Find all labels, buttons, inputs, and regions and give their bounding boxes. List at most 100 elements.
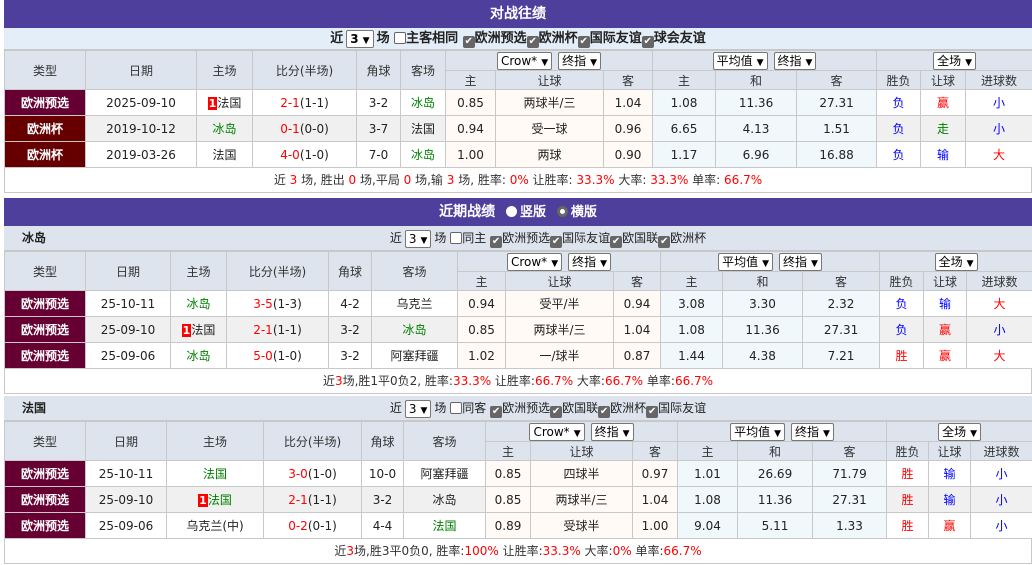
league-checkbox[interactable]: ✔ xyxy=(658,236,671,248)
home-team[interactable]: 法国 xyxy=(166,460,264,487)
away-team[interactable]: 冰岛 xyxy=(400,89,446,116)
home-team[interactable]: 1法国 xyxy=(166,486,264,513)
same-venue-checkbox[interactable] xyxy=(450,232,463,244)
away-team[interactable]: 冰岛 xyxy=(371,316,458,343)
company-select[interactable]: Crow* ▼ xyxy=(529,422,585,441)
away-team[interactable]: 法国 xyxy=(400,115,446,142)
away-odds: 1.00 xyxy=(631,512,679,539)
period-select[interactable]: 全场 ▼ xyxy=(938,422,982,441)
score[interactable]: 3-5(1-3) xyxy=(226,290,329,317)
away-team[interactable]: 阿塞拜疆 xyxy=(403,460,486,487)
home-team[interactable]: 冰岛 xyxy=(196,115,253,142)
league-checkbox[interactable]: ✔ xyxy=(490,236,503,248)
over-under-result: 小 xyxy=(965,115,1032,142)
home-team-name: 法国 xyxy=(217,96,242,110)
company-select[interactable]: Crow* ▼ xyxy=(496,51,553,70)
over-under-result: 大 xyxy=(966,290,1032,317)
euro-type-select[interactable]: 终指 ▼ xyxy=(779,252,822,271)
h2h-section: 对战往绩 近 3 ▼ 场 主客相同 ✔ 欧洲预选 ✔ 欧洲杯 ✔ 国际友谊 ✔ 球会友谊 类型 日期主… xyxy=(4,0,1032,193)
league-checkbox[interactable]: ✔ xyxy=(577,36,590,48)
chevron-down-icon: ▼ xyxy=(811,258,818,269)
league-checkbox[interactable]: ✔ xyxy=(641,36,654,48)
recent-section: 近期战绩 竖版 横版 冰岛近 3 ▼ 场 同主 ✔ 欧洲预选 ✔ 国际友谊 ✔ 欧国联 ✔ 欧洲杯类… xyxy=(4,198,1032,564)
handicap-result: 输 xyxy=(920,141,967,168)
score[interactable]: 3-0(1-0) xyxy=(263,460,362,487)
euro-home: 1.08 xyxy=(652,89,717,116)
layout-vertical-radio[interactable]: 竖版 xyxy=(505,205,546,220)
league-checkbox[interactable]: ✔ xyxy=(526,36,539,48)
match-type: 欧洲杯 xyxy=(4,141,86,168)
away-team[interactable]: 法国 xyxy=(403,512,486,539)
col-hres: 让球 xyxy=(923,271,968,291)
half-score: (1-1) xyxy=(299,95,329,110)
odds-type-select[interactable]: 终指 ▼ xyxy=(568,252,612,271)
euro-draw: 11.36 xyxy=(715,89,798,116)
euro-company-select[interactable]: 平均值 ▼ xyxy=(730,422,786,441)
away-team[interactable]: 冰岛 xyxy=(400,141,446,168)
home-team[interactable]: 乌克兰(中) xyxy=(166,512,264,539)
score[interactable]: 2-1(1-1) xyxy=(252,89,357,116)
layout-horizontal-radio[interactable]: 横版 xyxy=(556,205,597,220)
summary-segment: 100% xyxy=(464,544,499,558)
half-score: (1-0) xyxy=(272,348,302,363)
home-odds: 0.85 xyxy=(485,486,531,513)
home-team[interactable]: 1法国 xyxy=(196,89,253,116)
league-checkbox[interactable]: ✔ xyxy=(610,236,623,248)
match-count-select[interactable]: 3 ▼ xyxy=(346,29,374,48)
league-checkbox[interactable]: ✔ xyxy=(462,36,475,48)
score[interactable]: 0-1(0-0) xyxy=(252,115,357,142)
euro-away: 27.31 xyxy=(812,486,888,513)
col-a: 客 xyxy=(796,70,878,90)
euro-company-select[interactable]: 平均值 ▼ xyxy=(718,252,774,271)
col-away: 客场 xyxy=(403,421,486,461)
win-loss-result: 负 xyxy=(876,89,922,116)
league-checkbox[interactable]: ✔ xyxy=(490,406,503,418)
league-checkbox[interactable]: ✔ xyxy=(550,236,563,248)
away-team[interactable]: 冰岛 xyxy=(403,486,486,513)
chevron-down-icon: ▼ xyxy=(420,405,428,416)
period-select[interactable]: 全场 ▼ xyxy=(934,252,978,271)
same-venue-label: 同主 xyxy=(462,231,487,245)
away-team[interactable]: 阿塞拜疆 xyxy=(371,342,458,369)
same-venue-checkbox[interactable] xyxy=(394,32,407,44)
handicap-line: 受平/半 xyxy=(505,290,614,317)
score[interactable]: 0-2(0-1) xyxy=(263,512,362,539)
handicap-result: 输 xyxy=(928,486,972,513)
league-checkbox[interactable]: ✔ xyxy=(550,406,563,418)
home-team[interactable]: 1法国 xyxy=(170,316,227,343)
odds-type-select[interactable]: 终指 ▼ xyxy=(590,422,634,441)
score[interactable]: 2-1(1-1) xyxy=(263,486,362,513)
home-team[interactable]: 冰岛 xyxy=(170,342,227,369)
same-venue-checkbox[interactable] xyxy=(450,402,463,414)
euro-company-select[interactable]: 平均值 ▼ xyxy=(712,51,768,70)
home-team[interactable]: 法国 xyxy=(196,141,253,168)
home-team[interactable]: 冰岛 xyxy=(170,290,227,317)
match-date: 25-09-06 xyxy=(85,512,167,539)
league-checkbox[interactable]: ✔ xyxy=(598,406,611,418)
match-date: 2019-10-12 xyxy=(85,115,197,142)
team-name: 法国 xyxy=(22,401,47,415)
summary-segment: 单率: xyxy=(631,544,664,558)
filter-prefix: 近 xyxy=(389,231,402,245)
score[interactable]: 4-0(1-0) xyxy=(252,141,357,168)
euro-type-select[interactable]: 终指 ▼ xyxy=(773,51,817,70)
euro-away: 2.32 xyxy=(802,290,881,317)
company-select[interactable]: Crow* ▼ xyxy=(506,252,563,271)
euro-away: 27.31 xyxy=(802,316,881,343)
away-odds: 1.04 xyxy=(631,486,679,513)
league-filter-label: 欧洲杯 xyxy=(670,231,707,245)
select-value: 终指 xyxy=(795,424,820,439)
away-team[interactable]: 乌克兰 xyxy=(371,290,458,317)
score[interactable]: 2-1(1-1) xyxy=(226,316,329,343)
match-count-select[interactable]: 3 ▼ xyxy=(404,399,432,418)
period-select[interactable]: 全场 ▼ xyxy=(933,51,977,70)
chevron-down-icon: ▼ xyxy=(622,428,630,439)
euro-type-select[interactable]: 终指 ▼ xyxy=(791,422,834,441)
score[interactable]: 5-0(1-0) xyxy=(226,342,329,369)
summary-segment: 大率: xyxy=(614,173,651,187)
league-checkbox[interactable]: ✔ xyxy=(646,406,659,418)
odds-type-select[interactable]: 终指 ▼ xyxy=(558,51,602,70)
match-count-select[interactable]: 3 ▼ xyxy=(404,229,432,248)
col-d: 和 xyxy=(715,70,798,90)
match-table: 类型 日期 主场 比分(半场) 角球 客场 Crow* ▼ 终指 ▼ 平均值 ▼ 终指 ▼ 全场 ▼ 主让球客主… xyxy=(4,50,1032,168)
